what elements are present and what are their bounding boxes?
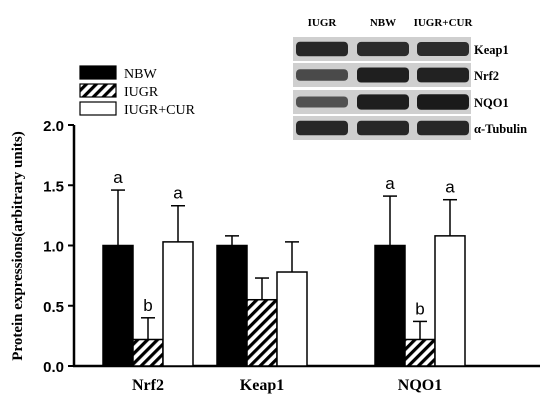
- blot-band-labels: Keap1 Nrf2 NQO1 α-Tubulin: [474, 43, 527, 136]
- y-tick-label: 0.5: [43, 299, 64, 316]
- blot-band: [417, 67, 469, 83]
- blot-band: [417, 94, 469, 110]
- bar-nbw-keap1: [216, 244, 248, 367]
- blot-band: [296, 41, 348, 57]
- legend-label: IUGR: [124, 85, 159, 100]
- y-tick-label: 2.0: [43, 118, 64, 135]
- legend-label: NBW: [124, 67, 157, 82]
- blot-band: [357, 41, 409, 57]
- x-axis: Nrf2 Keap1 NQO1: [73, 364, 540, 394]
- blot-band-label: NQO1: [474, 96, 509, 110]
- bar-nbw-nrf2: [102, 244, 134, 367]
- blot-band-label: Keap1: [474, 43, 509, 57]
- blot-lane-label: IUGR: [308, 17, 338, 29]
- x-tick-label: Nrf2: [132, 377, 164, 394]
- significance-letter: a: [173, 184, 183, 203]
- significance-letter: a: [385, 174, 395, 193]
- bar-nbw-nqo1: [374, 244, 406, 367]
- blot-band: [357, 67, 409, 83]
- bar-iugr-cur-nrf2: [162, 241, 194, 367]
- x-ticks: Nrf2 Keap1 NQO1: [132, 377, 442, 394]
- x-tick-label: NQO1: [398, 377, 442, 394]
- legend-label: IUGR+CUR: [124, 103, 196, 118]
- blot-band: [357, 120, 409, 136]
- bar-iugr-keap1: [246, 298, 278, 367]
- plot-area: a b a a b a: [102, 168, 466, 367]
- bar-iugr-nqo1: [404, 338, 436, 367]
- blot-band: [417, 120, 469, 136]
- y-axis: 0.0 0.5 1.0 1.5 2.0 Protein expressions(arbi…: [10, 118, 76, 376]
- bar-iugr-cur-nqo1: [434, 235, 466, 367]
- y-tick-label: 1.0: [43, 239, 64, 256]
- bar-iugr-cur-keap1: [276, 271, 308, 367]
- blot-band: [296, 96, 348, 108]
- y-tick-label: 0.0: [43, 359, 64, 376]
- blot-band: [417, 42, 469, 56]
- significance-letter: a: [113, 168, 123, 187]
- y-tick-label: 1.5: [43, 178, 64, 195]
- blot-lane-labels: IUGR NBW IUGR+CUR: [308, 17, 474, 29]
- blot-bands: [293, 37, 471, 140]
- x-tick-label: Keap1: [240, 377, 284, 394]
- western-blot-panel: IUGR NBW IUGR+CUR Keap1 Nrf2 NQO1 α-Tubulin: [293, 17, 527, 140]
- bar-iugr-nrf2: [132, 338, 164, 367]
- blot-band: [357, 94, 409, 110]
- significance-letter: b: [143, 296, 152, 315]
- significance-letter: b: [415, 299, 424, 318]
- y-axis-label: Protein expressions(arbitrary units): [10, 131, 26, 360]
- y-ticks: 0.0 0.5 1.0 1.5 2.0: [43, 118, 74, 376]
- legend: NBW IUGR IUGR+CUR: [79, 65, 196, 118]
- blot-lane-label: IUGR+CUR: [414, 17, 474, 29]
- legend-swatch-nbw: [79, 65, 117, 80]
- blot-band: [296, 69, 348, 81]
- blot-band: [296, 120, 348, 136]
- blot-band-label: α-Tubulin: [474, 122, 527, 136]
- legend-swatch-iugr-cur: [79, 101, 117, 116]
- blot-band-label: Nrf2: [474, 69, 499, 83]
- blot-lane-label: NBW: [370, 17, 396, 29]
- legend-swatch-iugr: [79, 83, 117, 98]
- significance-letter: a: [445, 178, 455, 197]
